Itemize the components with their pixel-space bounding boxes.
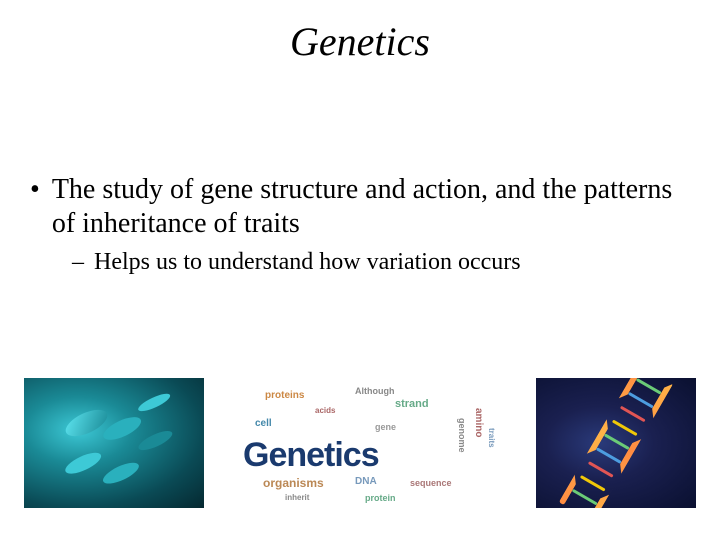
wc-word: sequence — [410, 478, 452, 488]
image-row: proteins Although strand acids cell gene… — [24, 378, 696, 508]
wc-word: acids — [315, 406, 335, 415]
bullet-level-2: – Helps us to understand how variation o… — [24, 240, 696, 277]
dna-helix-image — [536, 378, 696, 508]
wc-word: protein — [365, 493, 396, 503]
wc-word: proteins — [265, 390, 304, 401]
wc-word: organisms — [263, 476, 324, 490]
bullet-sub-text: Helps us to understand how variation occ… — [94, 248, 521, 277]
wc-main-word: Genetics — [243, 436, 379, 475]
dna-helix-icon — [559, 378, 674, 508]
word-cloud-image: proteins Although strand acids cell gene… — [225, 378, 515, 508]
wc-word: gene — [375, 422, 396, 432]
wc-word: strand — [395, 398, 429, 410]
wc-word: genome — [457, 418, 467, 453]
bullet-marker: • — [30, 173, 40, 240]
wc-word: Although — [355, 386, 395, 396]
wc-word: DNA — [355, 476, 377, 487]
bullet-level-1: • The study of gene structure and action… — [24, 173, 696, 240]
slide-title: Genetics — [0, 0, 720, 65]
wc-word: traits — [487, 428, 496, 448]
wc-word: inherit — [285, 493, 309, 502]
sub-bullet-marker: – — [72, 248, 84, 277]
bullet-main-text: The study of gene structure and action, … — [52, 173, 696, 240]
wc-word: amino — [473, 408, 484, 437]
bacteria-image — [24, 378, 204, 508]
slide-content: • The study of gene structure and action… — [0, 65, 720, 277]
wc-word: cell — [255, 418, 272, 429]
